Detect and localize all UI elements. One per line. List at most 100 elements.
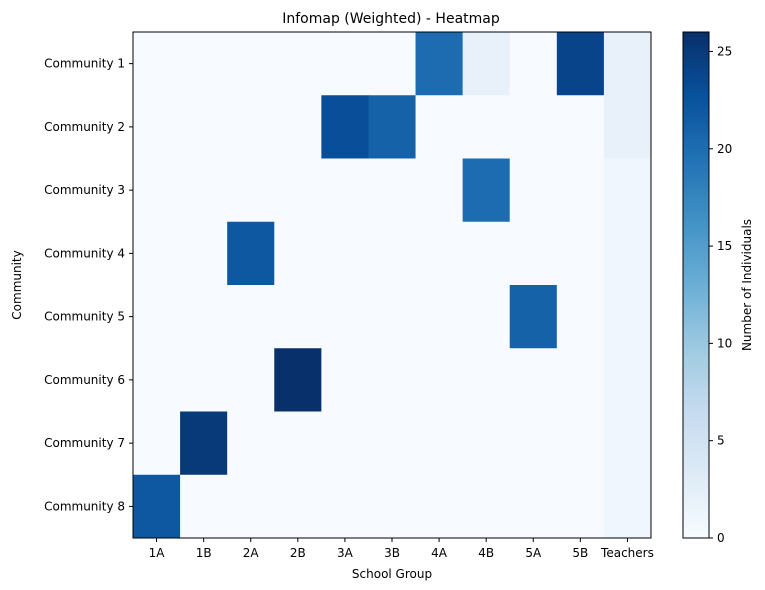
heatmap-cell: 20 [462,158,511,223]
heatmap-cell: 0 [462,221,511,286]
heatmap-cell: 2 [603,32,652,96]
x-tick-label: 5B [572,546,588,560]
colorbar-label: Number of Individuals [740,219,754,351]
x-tick-label: 1B [196,546,212,560]
heatmap-cell: 0 [180,285,228,349]
heatmap-cell: 0 [321,221,369,286]
heatmap-cell: 0 [274,474,322,539]
x-tick-label: 2B [290,546,306,560]
heatmap-cell: 21 [368,95,417,159]
heatmap-cell: 25 [180,411,228,476]
heatmap-cell: 0 [556,95,605,159]
heatmap-cell: 0 [368,221,417,286]
heatmap-cell: 1 [603,221,652,286]
heatmap-cell: 21 [509,285,558,349]
x-tick-label: 5A [525,546,542,560]
heatmap-cell: 0 [415,474,464,539]
y-tick-label: Community 8 [44,499,125,513]
heatmap-cell: 0 [133,285,181,349]
colorbar-tick-label: 20 [717,142,732,156]
heatmap-cell: 0 [274,158,322,223]
heatmap-cell: 0 [462,285,511,349]
heatmap-cell: 23 [321,95,369,159]
heatmap-cell: 0 [227,32,275,96]
heatmap-cell: 0 [462,474,511,539]
heatmap-cell: 0 [227,285,275,349]
heatmap-cell: 1 [603,474,652,539]
heatmap-cell: 2 [603,95,652,159]
heatmap-cell: 0 [321,285,369,349]
heatmap-cell: 0 [462,95,511,159]
heatmap-cell: 0 [415,95,464,159]
heatmap-cell: 0 [368,411,417,476]
heatmap-cell: 0 [368,32,417,96]
heatmap-cell: 0 [415,221,464,286]
heatmap-cell: 0 [180,221,228,286]
heatmap-cell: 0 [321,158,369,223]
heatmap-cell: 2 [462,32,511,96]
heatmap-cell: 0 [556,158,605,223]
heatmap-cell: 0 [274,95,322,159]
heatmap-cell: 0 [321,348,369,412]
heatmap-cell: 0 [509,95,558,159]
heatmap-cell: 22 [227,221,275,286]
heatmap-cell: 0 [509,474,558,539]
y-tick-label: Community 3 [44,183,125,197]
colorbar-tick-label: 15 [717,239,732,253]
heatmap-cell: 0 [133,348,181,412]
y-tick-label: Community 4 [44,246,125,260]
heatmap-cell: 0 [368,285,417,349]
colorbar-tick-label: 0 [717,531,725,545]
heatmap-cell: 0 [227,158,275,223]
heatmap-cell: 0 [227,411,275,476]
heatmap-cell: 0 [509,221,558,286]
heatmap-cell: 0 [274,32,322,96]
colorbar-tick-label: 25 [717,44,732,58]
heatmap-cell: 0 [509,158,558,223]
heatmap-cell: 1 [603,411,652,476]
x-tick-label: 1A [149,546,166,560]
heatmap-cell: 0 [133,411,181,476]
x-tick-label: 4B [478,546,494,560]
heatmap-cell: 0 [180,95,228,159]
heatmap-cell: 0 [133,158,181,223]
heatmap-cell: 0 [415,348,464,412]
x-tick-label: 3A [337,546,354,560]
heatmap-cell: 0 [133,32,181,96]
heatmap-cell: 26 [274,348,322,412]
heatmap-cell: 1 [603,348,652,412]
heatmap-cell: 0 [509,411,558,476]
heatmap-cell: 0 [556,221,605,286]
heatmap-cell: 0 [274,285,322,349]
x-tick-label: 4A [431,546,448,560]
y-tick-label: Community 2 [44,120,125,134]
colorbar-tick-label: 5 [717,434,725,448]
heatmap-cells: 0000002020242000023210000200000002000100… [133,32,652,539]
y-axis-label: Community [10,250,24,319]
heatmap-cell: 0 [415,158,464,223]
heatmap-cell: 0 [180,32,228,96]
heatmap-cell: 24 [556,32,605,96]
heatmap-cell: 0 [556,474,605,539]
heatmap-cell: 0 [227,474,275,539]
heatmap-cell: 0 [462,411,511,476]
heatmap-cell: 0 [321,411,369,476]
heatmap-cell: 0 [509,348,558,412]
x-tick-label: Teachers [600,546,654,560]
heatmap-cell: 0 [133,95,181,159]
heatmap-cell: 0 [180,474,228,539]
x-tick-label: 3B [384,546,400,560]
heatmap-cell: 0 [509,32,558,96]
heatmap-cell: 0 [274,411,322,476]
y-tick-label: Community 7 [44,436,125,450]
heatmap-cell: 0 [368,474,417,539]
heatmap-cell: 0 [462,348,511,412]
chart-title: Infomap (Weighted) - Heatmap [282,11,500,27]
heatmap-cell: 0 [415,285,464,349]
x-tick-label: 2A [243,546,260,560]
y-tick-label: Community 6 [44,373,125,387]
heatmap-cell: 0 [556,411,605,476]
heatmap-cell: 22 [133,474,181,539]
y-axis-ticks: Community 1 Community 2 Community 3 Communi… [44,57,133,513]
